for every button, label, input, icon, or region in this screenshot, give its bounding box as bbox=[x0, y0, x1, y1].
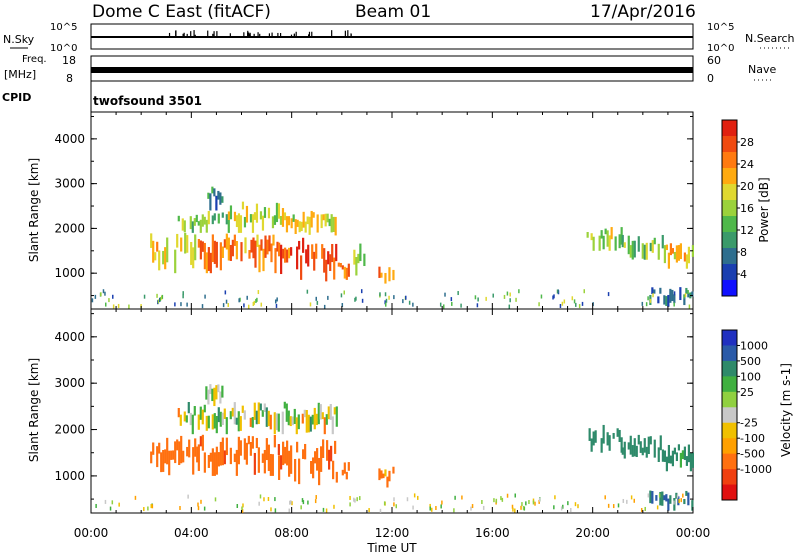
colorbar-tick-label: 500 bbox=[740, 355, 761, 368]
x-tick-label: 00:00 bbox=[676, 526, 711, 540]
colorbar-swatch bbox=[722, 168, 737, 185]
colorbar-tick-label: 8 bbox=[740, 246, 747, 259]
colorbar-tick-label: 28 bbox=[740, 136, 754, 149]
y-tick-label: 3000 bbox=[54, 376, 85, 390]
cpid-label: CPID bbox=[2, 91, 31, 104]
colorbar-tick-label: 25 bbox=[740, 386, 754, 399]
colorbar-swatch bbox=[722, 438, 737, 455]
nsky-tick-bottom: 10^0 bbox=[50, 43, 77, 54]
nsearch-label: N.Search bbox=[745, 32, 795, 45]
colorbar-swatch bbox=[722, 280, 737, 297]
colorbar-tick-label: -100 bbox=[740, 432, 765, 445]
colorbar-swatch bbox=[722, 345, 737, 362]
velocity-panel: 1000 2000 3000 4000 Slant Range [km] bbox=[27, 308, 695, 514]
freq-unit-label: [MHz] bbox=[4, 68, 36, 81]
x-tick-label: 00:00 bbox=[74, 526, 109, 540]
freq-trace bbox=[91, 67, 693, 73]
x-tick-label: 20:00 bbox=[575, 526, 610, 540]
colorbar-tick-label: 24 bbox=[740, 158, 754, 171]
colorbar-tick-label: 12 bbox=[740, 224, 754, 237]
colorbar-swatch bbox=[722, 264, 737, 281]
power-y-ticks: 1000 2000 3000 4000 bbox=[54, 115, 693, 297]
velocity-echoes bbox=[95, 384, 695, 513]
y-tick-label: 3000 bbox=[54, 177, 85, 191]
y-tick-label: 2000 bbox=[54, 221, 85, 235]
date-title: 17/Apr/2016 bbox=[590, 2, 696, 22]
velocity-frame bbox=[90, 308, 694, 514]
power-colorbar: 4 8 12 16 20 24 28 bbox=[721, 119, 754, 297]
colorbar-swatch bbox=[722, 360, 737, 377]
colorbar-tick-label: -25 bbox=[740, 417, 758, 430]
nsky-spikes bbox=[168, 30, 352, 37]
power-x-ticks bbox=[90, 112, 694, 309]
colorbar-frame bbox=[721, 329, 738, 501]
colorbar-tick-label: 4 bbox=[740, 268, 747, 281]
freq-tick-bottom: 8 bbox=[66, 72, 73, 85]
y-tick-label: 1000 bbox=[54, 469, 85, 483]
x-tick-label: 08:00 bbox=[274, 526, 309, 540]
colorbar-swatch bbox=[722, 152, 737, 169]
colorbar-swatch bbox=[722, 184, 737, 201]
power-panel: 1000 2000 3000 4000 Slant Range [km] bbox=[27, 111, 695, 310]
velocity-y-label: Slant Range [km] bbox=[27, 358, 41, 462]
x-tick-labels: 00:00 04:00 08:00 12:00 16:00 20:00 00:00 bbox=[74, 526, 711, 540]
x-tick-label: 16:00 bbox=[475, 526, 510, 540]
colorbar-swatch bbox=[722, 216, 737, 233]
power-frame bbox=[90, 111, 694, 310]
colorbar-swatch bbox=[722, 484, 737, 501]
y-tick-label: 4000 bbox=[54, 132, 85, 146]
y-tick-label: 2000 bbox=[54, 423, 85, 437]
nave-tick-top: 60 bbox=[707, 54, 721, 67]
nsearch-tick-top: 10^5 bbox=[707, 22, 734, 33]
nsky-label: N.Sky bbox=[3, 33, 35, 46]
colorbar-swatch bbox=[722, 469, 737, 486]
colorbar-swatch bbox=[722, 453, 737, 470]
power-y-label: Slant Range [km] bbox=[27, 158, 41, 262]
colorbar-swatch bbox=[722, 391, 737, 408]
x-tick-label: 04:00 bbox=[174, 526, 209, 540]
colorbar-swatch bbox=[722, 232, 737, 249]
y-tick-label: 4000 bbox=[54, 330, 85, 344]
colorbar-tick-label: 20 bbox=[740, 180, 754, 193]
colorbar-swatch bbox=[722, 200, 737, 217]
station-title: Dome C East (fitACF) bbox=[92, 2, 271, 22]
cpid-program: twofsound 3501 bbox=[93, 94, 202, 108]
colorbar-tick-label: 1000 bbox=[740, 339, 768, 352]
freq-label: Freq. bbox=[22, 54, 47, 65]
nsky-tick-top: 10^5 bbox=[50, 22, 77, 33]
nave-tick-bottom: 0 bbox=[707, 72, 714, 85]
y-tick-label: 1000 bbox=[54, 266, 85, 280]
velocity-colorbar: 1000 500 100 25 -25 -100 -500 -1000 bbox=[721, 329, 772, 501]
power-echoes bbox=[91, 186, 695, 309]
velocity-colorbar-label: Velocity [m s-1] bbox=[779, 363, 793, 457]
nsearch-tick-bottom: 10^0 bbox=[707, 43, 734, 54]
colorbar-swatch bbox=[722, 407, 737, 424]
x-tick-label: 12:00 bbox=[375, 526, 410, 540]
colorbar-swatch bbox=[722, 120, 737, 137]
power-colorbar-label: Power [dB] bbox=[757, 177, 771, 242]
x-axis-label: Time UT bbox=[366, 541, 417, 554]
colorbar-swatch bbox=[722, 330, 737, 346]
colorbar-tick-label: 100 bbox=[740, 370, 761, 383]
nave-label: Nave bbox=[748, 63, 776, 76]
colorbar-swatch bbox=[722, 376, 737, 393]
colorbar-swatch bbox=[722, 136, 737, 153]
colorbar-tick-label: -500 bbox=[740, 448, 765, 461]
colorbar-tick-label: -1000 bbox=[740, 463, 772, 476]
velocity-y-ticks: 1000 2000 3000 4000 bbox=[54, 313, 693, 500]
colorbar-tick-label: 16 bbox=[740, 202, 754, 215]
beam-title: Beam 01 bbox=[355, 2, 431, 22]
freq-tick-top: 18 bbox=[62, 54, 76, 67]
colorbar-swatch bbox=[722, 422, 737, 439]
colorbar-swatch bbox=[722, 248, 737, 265]
velocity-x-ticks bbox=[90, 309, 694, 513]
